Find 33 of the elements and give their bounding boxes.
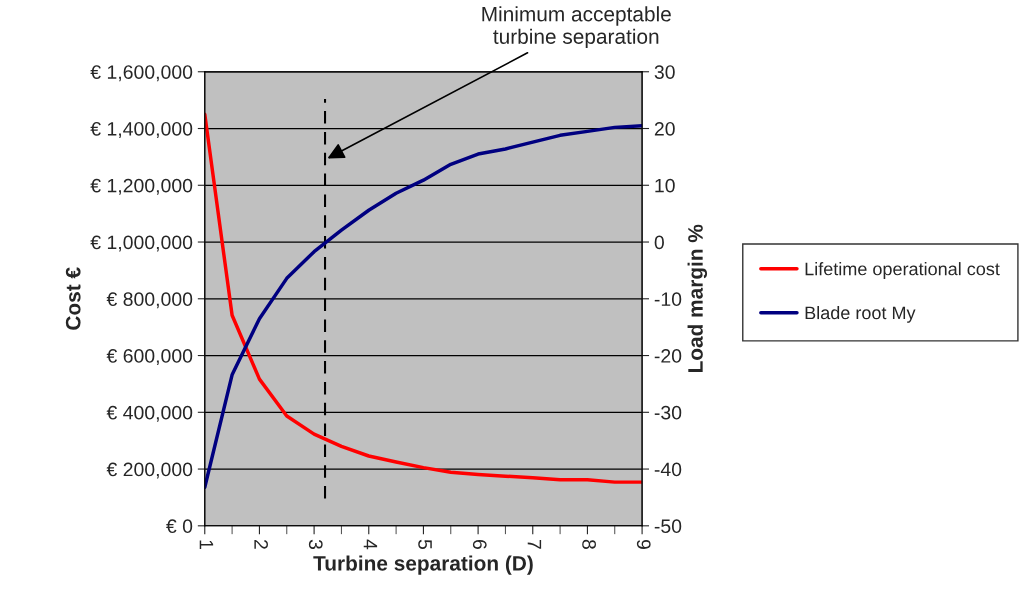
x-tick-label: 7 bbox=[527, 540, 542, 549]
y2-tick-label: 20 bbox=[654, 121, 675, 136]
y-tick-label: € 200,000 bbox=[106, 462, 193, 479]
x-tick-label: 4 bbox=[363, 539, 378, 550]
y-axis-title: Cost € bbox=[65, 267, 81, 330]
y2-tick-label: -30 bbox=[654, 405, 682, 420]
y-tick-label: € 1,600,000 bbox=[90, 65, 193, 82]
x-tick-label: 8 bbox=[582, 539, 596, 549]
y2-tick-label: -40 bbox=[654, 462, 682, 477]
y2-tick-label: -50 bbox=[654, 519, 682, 534]
x-tick-label: 3 bbox=[308, 539, 323, 549]
y2-tick-label: -10 bbox=[654, 292, 682, 307]
y-tick-label: € 600,000 bbox=[106, 349, 193, 366]
y-tick-label: € 800,000 bbox=[106, 292, 193, 309]
y2-axis-title: Load margin % bbox=[687, 224, 708, 373]
y2-tick-label: 30 bbox=[654, 65, 675, 79]
y-tick-label: € 1,200,000 bbox=[90, 178, 193, 195]
y2-tick-label: 10 bbox=[655, 178, 675, 193]
legend-label: Blade root My bbox=[805, 306, 916, 323]
x-tick-label: 6 bbox=[472, 540, 487, 549]
x-tick-label: 5 bbox=[418, 539, 432, 550]
x-tick-label: 1 bbox=[199, 540, 214, 549]
annotation: Minimum acceptable turbine separation bbox=[482, 6, 671, 49]
y-tick-label: € 1,400,000 bbox=[90, 121, 193, 139]
y-tick-label: € 0 bbox=[166, 519, 193, 534]
y-tick-label: € 1,000,000 bbox=[90, 235, 193, 252]
y2-tick-label: 0 bbox=[654, 235, 664, 250]
x-axis-title: Turbine separation (D) bbox=[313, 555, 533, 575]
y-tick-label: € 400,000 bbox=[106, 405, 193, 422]
x-tick-label: 2 bbox=[254, 539, 268, 549]
x-tick-label: 9 bbox=[636, 539, 651, 549]
legend-label: Lifetime operational cost bbox=[805, 262, 1000, 279]
y2-tick-label: -20 bbox=[654, 349, 682, 363]
